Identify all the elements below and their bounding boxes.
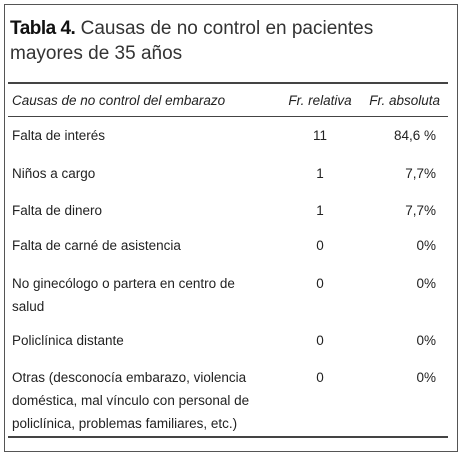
table-cell: 7,7% bbox=[405, 166, 436, 181]
header-cell: Fr. absoluta bbox=[369, 93, 440, 108]
header-rule bbox=[8, 116, 448, 117]
table-cell: 84,6 % bbox=[393, 128, 436, 143]
table-cell: Niños a cargo bbox=[12, 166, 96, 181]
header-cell: Fr. relativa bbox=[288, 93, 352, 108]
table-cell: 1 bbox=[316, 166, 324, 181]
table-cell: No ginecólogo o partera en centro de sal… bbox=[12, 276, 235, 314]
table-cell: 1 bbox=[316, 203, 324, 218]
table-cell: 11 bbox=[312, 128, 327, 143]
title-text: Causas de no control en pacientes mayore… bbox=[10, 18, 374, 64]
table-cell: 7,7% bbox=[405, 203, 436, 218]
table-cell: 0% bbox=[416, 333, 436, 348]
table-cell: 0% bbox=[416, 370, 436, 385]
table-cell: Falta de carné de asistencia bbox=[12, 238, 181, 253]
table-cell: Falta de dinero bbox=[12, 203, 103, 218]
table-cell: 0% bbox=[416, 238, 436, 253]
table-frame bbox=[4, 4, 458, 452]
table-title: Tabla 4. Causas de no control en pacient… bbox=[10, 16, 440, 66]
table-cell: 0% bbox=[416, 276, 436, 291]
table-cell: 0 bbox=[316, 276, 324, 291]
table-cell: Falta de interés bbox=[12, 128, 106, 143]
table-cell: 0 bbox=[316, 370, 324, 385]
table-cell: 0 bbox=[316, 333, 324, 348]
title-label: Tabla 4. bbox=[10, 18, 76, 39]
table-cell: 0 bbox=[316, 238, 324, 253]
table-cell: Policlínica distante bbox=[12, 333, 124, 348]
bottom-rule bbox=[8, 436, 448, 438]
table-cell: Otras (desconocía embarazo, violencia do… bbox=[12, 370, 250, 431]
title-rule bbox=[8, 82, 448, 84]
header-cell: Causas de no control del embarazo bbox=[12, 93, 226, 108]
